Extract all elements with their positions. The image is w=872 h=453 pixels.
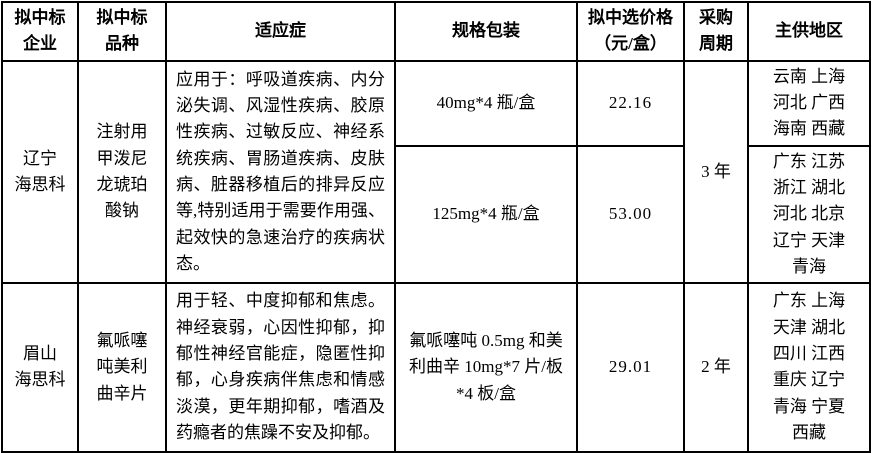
header-regions: 主供地区 <box>747 1 871 62</box>
spec-cell: 125mg*4 瓶/盒 <box>394 144 578 285</box>
regions-cell: 云南 上海 河北 广西 海南 西藏 <box>747 59 871 147</box>
header-product: 拟中标 品种 <box>77 1 167 62</box>
regions-cell: 广东 上海 天津 湖北 四川 江西 重庆 辽宁 青海 宁夏 西藏 <box>747 282 871 453</box>
period-cell: 3 年 <box>683 59 749 285</box>
price-cell: 53.00 <box>576 144 685 285</box>
spec-cell: 氟哌噻吨 0.5mg 和美 利曲辛 10mg*7 片/板 *4 板/盒 <box>394 282 578 453</box>
indications-cell: 用于轻、中度抑郁和焦虑。神经衰弱，心因性抑郁，抑郁性神经官能症，隐匿性抑郁，心身… <box>165 282 396 453</box>
header-spec: 规格包装 <box>394 1 578 62</box>
table-row: 辽宁 海思科 注射用 甲泼尼 龙琥珀 酸钠 应用于：呼吸道疾病、内分泌失调、风湿… <box>1 59 871 285</box>
header-price: 拟中选价格 （元/盒） <box>576 1 685 62</box>
spec-cell: 40mg*4 瓶/盒 <box>394 59 578 147</box>
price-cell: 29.01 <box>576 282 685 453</box>
table-row: 眉山 海思科 氟哌噻 吨美利 曲辛片 用于轻、中度抑郁和焦虑。神经衰弱，心因性抑… <box>1 282 871 453</box>
regions-cell: 广东 江苏 浙江 湖北 河北 北京 辽宁 天津 青海 <box>747 144 871 285</box>
indications-cell: 应用于：呼吸道疾病、内分泌失调、风湿性疾病、胶原性疾病、过敏反应、神经系统疾病、… <box>165 59 396 285</box>
table-row: 125mg*4 瓶/盒 53.00 广东 江苏 浙江 湖北 河北 北京 辽宁 天… <box>2 144 871 285</box>
product-cell: 注射用 甲泼尼 龙琥珀 酸钠 <box>77 59 167 285</box>
table-header-row: 拟中标 企业 拟中标 品种 适应症 规格包装 拟中选价格 （元/盒） 采购 周期… <box>1 1 871 62</box>
header-indications: 适应症 <box>165 1 396 62</box>
product-cell: 氟哌噻 吨美利 曲辛片 <box>77 282 167 453</box>
period-cell: 2 年 <box>683 282 749 453</box>
price-cell: 22.16 <box>576 59 685 147</box>
company-cell: 眉山 海思科 <box>1 282 79 453</box>
company-cell: 辽宁 海思科 <box>1 59 79 285</box>
header-period: 采购 周期 <box>683 1 749 62</box>
header-company: 拟中标 企业 <box>1 1 79 62</box>
